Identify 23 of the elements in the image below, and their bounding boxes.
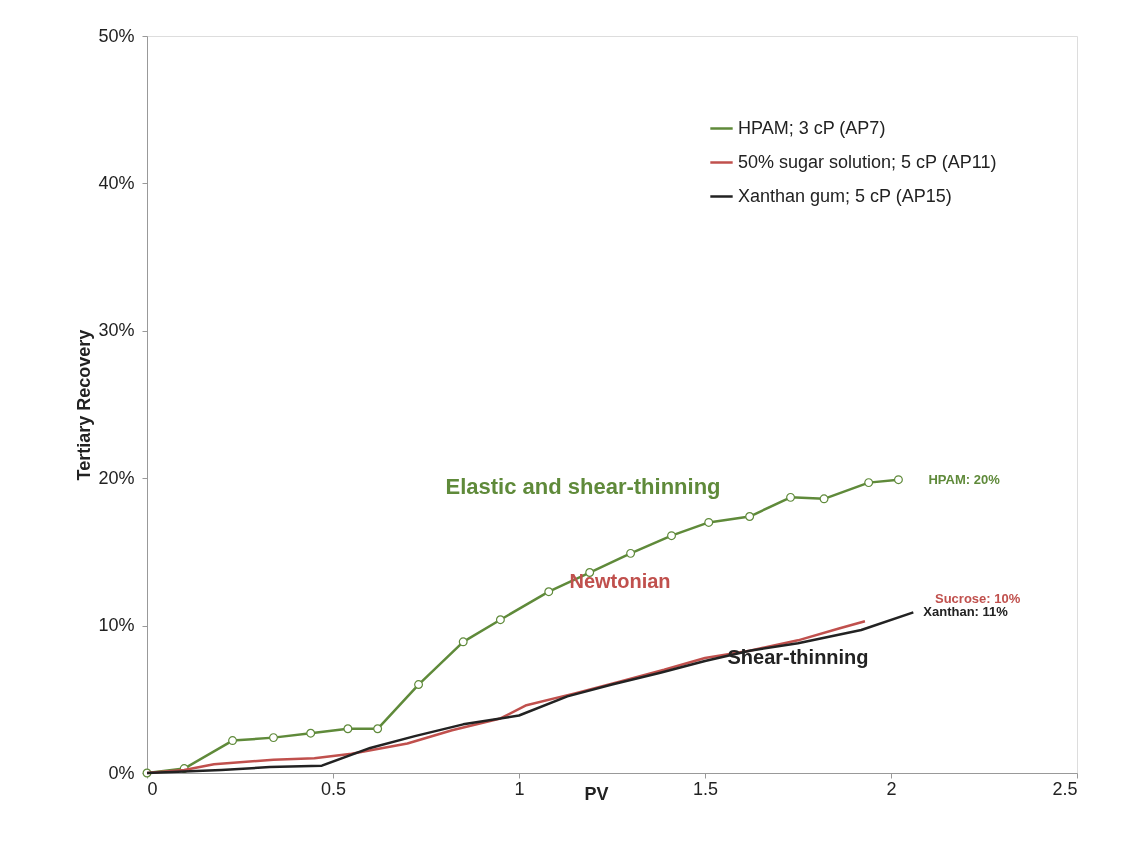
y-tick-label: 40% [98,172,135,193]
annotation: Xanthan: 11% [923,604,1009,620]
x-tick-label: 0 [147,778,158,799]
x-tick-label: 1.5 [692,778,719,799]
x-axis-title: PV [584,783,609,804]
x-tick-label: 0.5 [320,778,347,799]
x-tick-label: 2 [886,778,897,799]
annotation: Sucrose: 10% [935,591,1021,606]
x-tick-label: 2.5 [1052,778,1078,799]
y-tick-label: 30% [98,320,135,341]
y-tick-label: 50% [98,25,135,46]
y-axis-title: Tertiary Recovery [74,329,95,481]
annotation: Newtonian [569,570,671,592]
legend-label: HPAM; 3 cP (AP7) [738,117,886,138]
annotation: Elastic and shear-thinning [445,474,721,499]
y-tick-label: 10% [98,615,135,636]
annotation: Shear-thinning [727,646,869,668]
annotation: HPAM: 20% [928,471,1001,487]
legend-label: 50% sugar solution; 5 cP (AP11) [738,151,997,172]
y-tick-label: 0% [108,762,135,783]
legend-label: Xanthan gum; 5 cP (AP15) [738,185,952,206]
y-tick-label: 20% [98,467,135,488]
x-tick-label: 1 [514,778,525,799]
